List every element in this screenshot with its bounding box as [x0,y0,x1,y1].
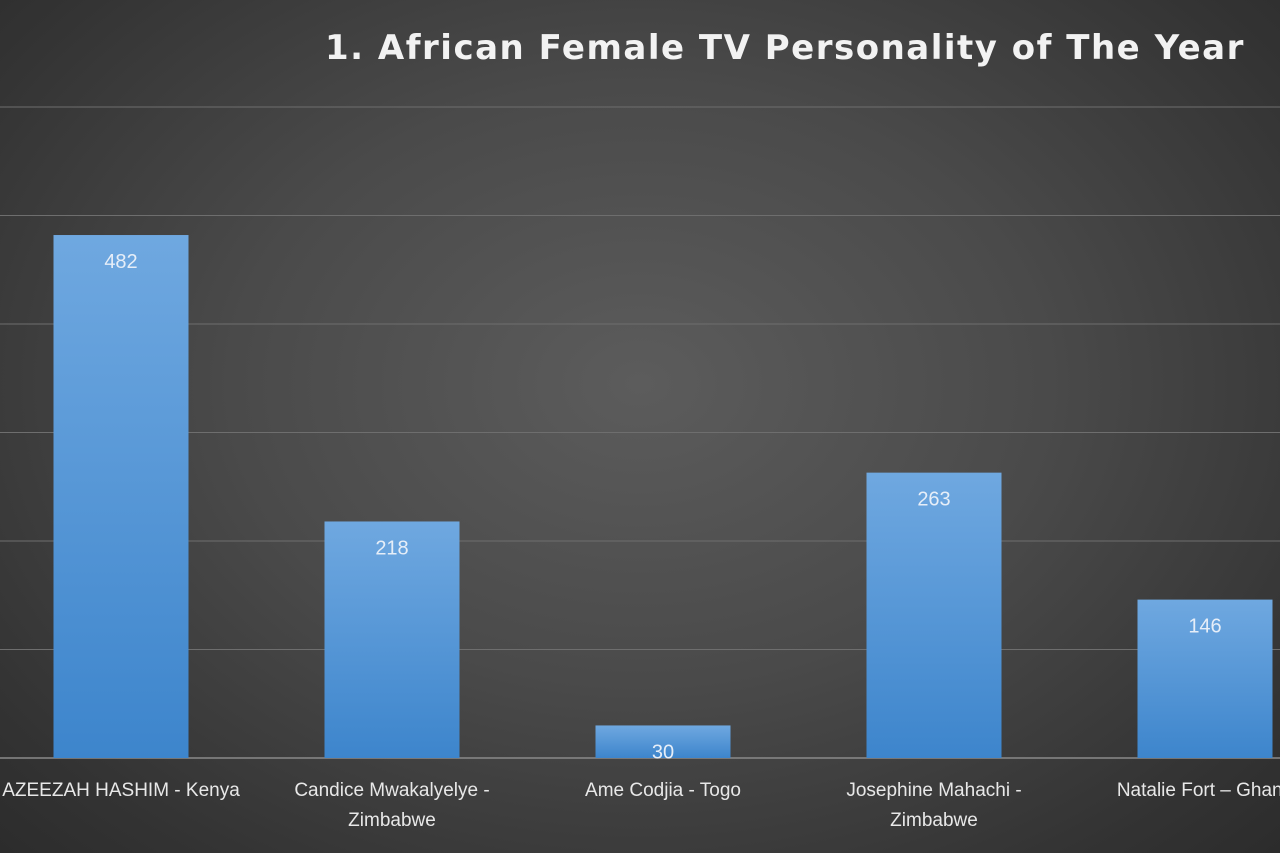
data-label: 482 [104,251,137,273]
bar [53,235,189,758]
data-label: 30 [652,741,674,763]
bar [866,472,1002,758]
category-labels: AZEEZAH HASHIM - Kenya Candice Mwakalyely… [2,780,1280,831]
category-label: AZEEZAH HASHIM - Kenya [2,780,240,801]
gridlines [0,106,1280,759]
category-label: Natalie Fort – Ghana [1117,780,1280,801]
data-labels: 482 218 30 263 146 [104,251,1221,763]
chart-title: 1. African Female TV Personality of The … [325,28,1245,68]
category-label: Ame Codjia - Togo [585,780,741,801]
bar [324,521,460,758]
bar [1137,599,1273,758]
data-label: 218 [375,537,408,559]
category-label: Josephine Mahachi -Zimbabwe [846,780,1021,831]
category-label: Candice Mwakalyelye -Zimbabwe [294,780,489,831]
data-label: 263 [917,489,950,511]
bar [595,725,731,758]
data-label: 146 [1188,616,1221,638]
bars [53,235,1273,758]
